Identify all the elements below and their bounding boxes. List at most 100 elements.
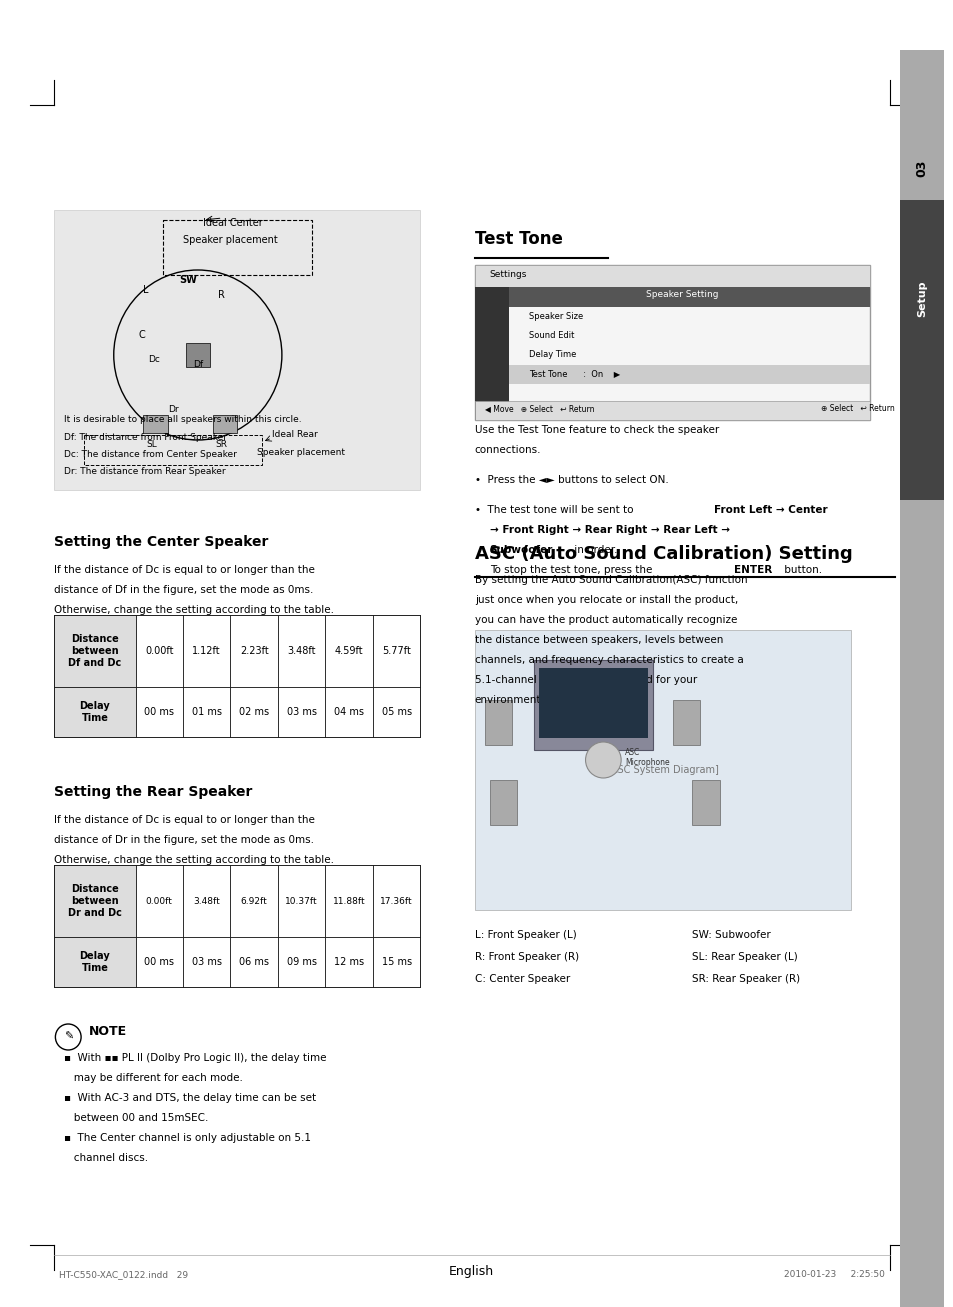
Bar — [135, 937, 183, 987]
Text: L: L — [143, 285, 149, 295]
Text: 00 ms: 00 ms — [144, 957, 174, 967]
Bar — [163, 220, 312, 274]
Bar — [135, 616, 183, 687]
Text: 11.88ft: 11.88ft — [333, 897, 365, 906]
Text: By setting the Auto Sound Calibration(ASC) function: By setting the Auto Sound Calibration(AS… — [475, 575, 746, 586]
Bar — [325, 616, 373, 687]
Bar — [183, 937, 231, 987]
Bar — [231, 687, 277, 737]
Text: distance of Dr in the figure, set the mode as 0ms.: distance of Dr in the figure, set the mo… — [54, 835, 314, 846]
Text: Settings: Settings — [489, 271, 526, 278]
Text: Sound Edit: Sound Edit — [529, 331, 574, 340]
Text: 04 ms: 04 ms — [334, 707, 364, 718]
Text: ✎: ✎ — [64, 1033, 72, 1042]
Text: Subwoofer: Subwoofer — [489, 545, 553, 555]
Bar — [213, 416, 237, 433]
Bar — [54, 937, 135, 987]
Text: environment.: environment. — [475, 695, 544, 704]
Bar — [373, 865, 420, 937]
Text: Ideal Center: Ideal Center — [203, 218, 262, 227]
Bar — [186, 342, 210, 367]
Text: → Front Right → Rear Right → Rear Left →: → Front Right → Rear Right → Rear Left → — [489, 525, 729, 535]
Bar — [183, 865, 231, 937]
Text: 4.59ft: 4.59ft — [335, 646, 363, 656]
Text: may be different for each mode.: may be different for each mode. — [64, 1073, 243, 1084]
Text: 03 ms: 03 ms — [192, 957, 221, 967]
Bar — [509, 288, 869, 307]
Text: 6.92ft: 6.92ft — [240, 897, 267, 906]
Bar — [54, 616, 135, 687]
Text: 2.23ft: 2.23ft — [239, 646, 269, 656]
Text: R: Front Speaker (R): R: Front Speaker (R) — [475, 951, 578, 962]
Text: ▪  With ▪▪ PL II (Dolby Pro Logic II), the delay time: ▪ With ▪▪ PL II (Dolby Pro Logic II), th… — [64, 1053, 327, 1063]
Text: 0.00ft: 0.00ft — [146, 897, 172, 906]
Bar — [489, 780, 517, 825]
Text: in order.: in order. — [570, 545, 617, 555]
Circle shape — [585, 742, 620, 778]
Text: between 00 and 15mSEC.: between 00 and 15mSEC. — [64, 1114, 209, 1123]
Text: •  The test tone will be sent to: • The test tone will be sent to — [475, 505, 636, 515]
Text: button.: button. — [781, 565, 821, 575]
Text: Test Tone      :  On    ▶: Test Tone : On ▶ — [529, 369, 619, 378]
Text: [ASC System Diagram]: [ASC System Diagram] — [606, 765, 718, 775]
Text: the distance between speakers, levels between: the distance between speakers, levels be… — [475, 635, 722, 644]
Text: C: Center Speaker: C: Center Speaker — [475, 974, 570, 984]
Text: 10.37ft: 10.37ft — [285, 897, 317, 906]
Bar — [484, 701, 512, 745]
Bar — [231, 937, 277, 987]
Bar — [54, 865, 135, 937]
Text: distance of Df in the figure, set the mode as 0ms.: distance of Df in the figure, set the mo… — [54, 586, 314, 595]
Text: Setting the Center Speaker: Setting the Center Speaker — [54, 535, 269, 549]
Bar — [475, 265, 869, 288]
Text: If the distance of Dc is equal to or longer than the: If the distance of Dc is equal to or lon… — [54, 565, 314, 575]
Text: just once when you relocate or install the product,: just once when you relocate or install t… — [475, 595, 738, 605]
Text: NOTE: NOTE — [89, 1025, 127, 1038]
Text: Dc: The distance from Center Speaker: Dc: The distance from Center Speaker — [64, 450, 237, 459]
Text: 12 ms: 12 ms — [334, 957, 364, 967]
Text: 1.12ft: 1.12ft — [193, 646, 221, 656]
Text: you can have the product automatically recognize: you can have the product automatically r… — [475, 616, 737, 625]
Text: SR: SR — [215, 440, 228, 450]
Text: Dr: Dr — [168, 405, 178, 414]
Bar — [509, 365, 869, 384]
Text: Df: The distance from Front Speaker: Df: The distance from Front Speaker — [64, 433, 227, 442]
Bar — [325, 687, 373, 737]
Bar — [277, 865, 325, 937]
Text: English: English — [449, 1265, 494, 1278]
Text: Speaker Size: Speaker Size — [529, 312, 583, 322]
Bar — [899, 50, 943, 1307]
Text: 3.48ft: 3.48ft — [193, 897, 220, 906]
Text: ⊕ Select   ↩ Return: ⊕ Select ↩ Return — [821, 404, 894, 413]
Text: Distance
between
Dr and Dc: Distance between Dr and Dc — [68, 885, 122, 918]
Text: L: Front Speaker (L): L: Front Speaker (L) — [475, 931, 576, 940]
Text: 2010-01-23     2:25:50: 2010-01-23 2:25:50 — [783, 1270, 884, 1280]
Text: Use the Test Tone feature to check the speaker: Use the Test Tone feature to check the s… — [475, 425, 719, 435]
Bar — [54, 616, 420, 737]
Text: 09 ms: 09 ms — [286, 957, 316, 967]
Text: channels, and frequency characteristics to create a: channels, and frequency characteristics … — [475, 655, 742, 665]
Text: Setting the Rear Speaker: Setting the Rear Speaker — [54, 786, 253, 799]
Bar — [277, 937, 325, 987]
Text: It is desirable to place all speakers within this circle.: It is desirable to place all speakers wi… — [64, 416, 301, 423]
Bar — [135, 865, 183, 937]
Text: 15 ms: 15 ms — [381, 957, 412, 967]
Bar — [54, 865, 420, 987]
Text: Ideal Rear: Ideal Rear — [272, 430, 317, 439]
Bar — [475, 288, 509, 420]
Text: 5.1-channel sound field optimized for your: 5.1-channel sound field optimized for yo… — [475, 674, 697, 685]
Text: HT-C550-XAC_0122.indd   29: HT-C550-XAC_0122.indd 29 — [59, 1270, 189, 1280]
Bar — [54, 687, 135, 737]
Bar — [277, 616, 325, 687]
Text: 0.00ft: 0.00ft — [145, 646, 173, 656]
Text: Df: Df — [193, 359, 203, 369]
Bar — [84, 435, 262, 465]
Bar — [183, 616, 231, 687]
Text: Delay
Time: Delay Time — [79, 951, 111, 972]
Text: SL: Rear Speaker (L): SL: Rear Speaker (L) — [692, 951, 798, 962]
Text: ◀ Move   ⊕ Select   ↩ Return: ◀ Move ⊕ Select ↩ Return — [484, 404, 594, 413]
Text: 17.36ft: 17.36ft — [380, 897, 413, 906]
Bar — [475, 630, 850, 910]
Text: ENTER: ENTER — [733, 565, 771, 575]
Text: Speaker placement: Speaker placement — [183, 235, 277, 244]
Text: ▪  The Center channel is only adjustable on 5.1: ▪ The Center channel is only adjustable … — [64, 1133, 311, 1144]
